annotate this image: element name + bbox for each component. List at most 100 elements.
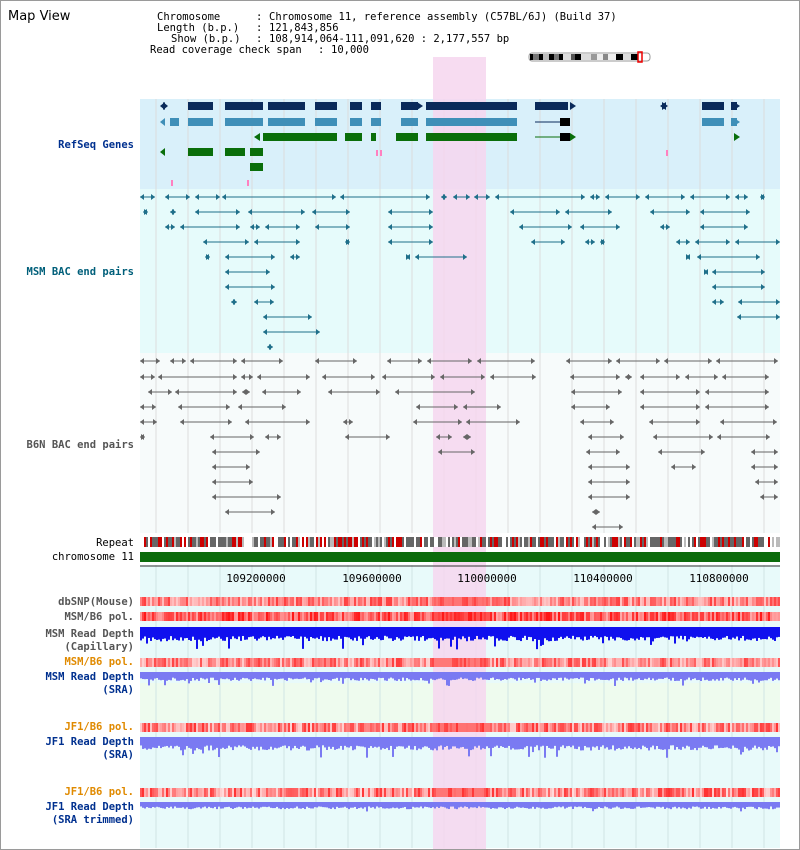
heatmap-cell bbox=[214, 612, 216, 621]
repeat-feature bbox=[352, 537, 354, 547]
heatmap-cell bbox=[514, 612, 516, 621]
heatmap-cell bbox=[732, 788, 734, 797]
bac-end-right bbox=[463, 254, 467, 260]
repeat-feature bbox=[146, 537, 148, 547]
bac-end-left bbox=[737, 314, 741, 320]
read-depth-bar bbox=[592, 802, 594, 812]
heatmap-cell bbox=[270, 612, 272, 621]
repeat-feature bbox=[168, 537, 170, 547]
heatmap-cell bbox=[572, 788, 574, 797]
read-depth-bar bbox=[216, 672, 218, 681]
track-label-jf1-b6-pol-2[interactable]: JF1/B6 pol. bbox=[64, 786, 134, 798]
read-depth-bar bbox=[400, 627, 402, 641]
heatmap-cell bbox=[536, 723, 538, 732]
track-label-refseq[interactable]: RefSeq Genes bbox=[58, 139, 134, 151]
track-label-msm-bac[interactable]: MSM BAC end pairs bbox=[26, 266, 134, 278]
read-depth-bar bbox=[734, 672, 736, 679]
read-depth-bar bbox=[442, 672, 444, 680]
heatmap-cell bbox=[644, 788, 646, 797]
read-depth-bar bbox=[292, 627, 294, 637]
repeat-feature bbox=[216, 537, 218, 547]
heatmap-cell bbox=[412, 788, 414, 797]
bac-end-left bbox=[388, 239, 392, 245]
heatmap-cell bbox=[364, 612, 366, 621]
track-label-msm-depth-capillary[interactable]: MSM Read Depth bbox=[45, 628, 134, 640]
heatmap-cell bbox=[254, 658, 256, 667]
heatmap-cell bbox=[684, 597, 686, 606]
repeat-feature bbox=[706, 537, 708, 547]
heatmap-cell bbox=[482, 597, 484, 606]
bac-end-left bbox=[212, 479, 216, 485]
track-label-repeat[interactable]: Repeat bbox=[96, 537, 134, 549]
repeat-feature bbox=[494, 537, 496, 547]
repeat-feature bbox=[386, 537, 388, 547]
read-depth-bar bbox=[452, 737, 454, 747]
read-depth-bar bbox=[176, 737, 178, 746]
read-depth-bar bbox=[474, 627, 476, 640]
heatmap-cell bbox=[418, 597, 420, 606]
heatmap-cell bbox=[458, 597, 460, 606]
heatmap-cell bbox=[422, 788, 424, 797]
heatmap-cell bbox=[746, 723, 748, 732]
heatmap-cell bbox=[356, 612, 358, 621]
read-depth-bar bbox=[144, 802, 146, 809]
heatmap-cell bbox=[530, 612, 532, 621]
heatmap-cell bbox=[326, 788, 328, 797]
read-depth-bar bbox=[676, 802, 678, 809]
heatmap-cell bbox=[536, 658, 538, 667]
read-depth-bar bbox=[350, 802, 352, 808]
heatmap-cell bbox=[486, 658, 488, 667]
read-depth-bar bbox=[168, 737, 170, 748]
read-depth-bar bbox=[548, 802, 550, 809]
read-depth-bar bbox=[652, 672, 654, 679]
read-depth-bar bbox=[482, 627, 484, 638]
heatmap-cell bbox=[776, 597, 778, 606]
bac-end-right bbox=[182, 358, 186, 364]
heatmap-cell bbox=[182, 723, 184, 732]
read-depth-bar bbox=[742, 802, 744, 808]
read-depth-bar bbox=[388, 737, 390, 751]
read-depth-bar bbox=[274, 802, 276, 809]
heatmap-cell bbox=[432, 658, 434, 667]
read-depth-bar bbox=[716, 802, 718, 809]
page-title: Map View bbox=[8, 9, 71, 24]
track-label-msm-depth-sra[interactable]: MSM Read Depth bbox=[45, 671, 134, 683]
track-label-msm-b6-pol-2[interactable]: MSM/B6 pol. bbox=[64, 656, 134, 668]
track-label-jf1-depth-trimmed[interactable]: JF1 Read Depth bbox=[45, 801, 134, 813]
track-label-jf1-b6-pol-1[interactable]: JF1/B6 pol. bbox=[64, 721, 134, 733]
heatmap-cell bbox=[778, 723, 780, 732]
heatmap-cell bbox=[414, 612, 416, 621]
heatmap-cell bbox=[274, 788, 276, 797]
read-depth-bar bbox=[384, 737, 386, 749]
heatmap-cell bbox=[742, 658, 744, 667]
read-depth-bar bbox=[466, 802, 468, 807]
heatmap-cell bbox=[252, 788, 254, 797]
track-label-msm-b6-pol-1[interactable]: MSM/B6 pol. bbox=[64, 611, 134, 623]
repeat-feature bbox=[230, 537, 232, 547]
heatmap-cell bbox=[148, 612, 150, 621]
read-depth-bar bbox=[452, 672, 454, 680]
read-depth-bar bbox=[548, 737, 550, 748]
bac-end-left bbox=[440, 374, 444, 380]
read-depth-bar bbox=[454, 737, 456, 747]
read-depth-bar bbox=[280, 737, 282, 747]
read-depth-bar bbox=[372, 672, 374, 679]
track-label-b6n-bac[interactable]: B6N BAC end pairs bbox=[26, 439, 134, 451]
track-label-dbsnp[interactable]: dbSNP(Mouse) bbox=[58, 596, 134, 608]
read-depth-bar bbox=[350, 672, 352, 681]
read-depth-bar bbox=[704, 627, 706, 637]
read-depth-bar bbox=[768, 672, 770, 679]
heatmap-cell bbox=[472, 597, 474, 606]
heatmap-cell bbox=[510, 723, 512, 732]
track-label-jf1-depth-sra[interactable]: JF1 Read Depth bbox=[45, 736, 134, 748]
read-depth-bar bbox=[164, 737, 166, 747]
repeat-feature bbox=[578, 537, 580, 547]
heatmap-cell bbox=[544, 788, 546, 797]
heatmap-cell bbox=[396, 612, 398, 621]
heatmap-cell bbox=[534, 658, 536, 667]
heatmap-cell bbox=[616, 658, 618, 667]
read-depth-bar bbox=[494, 802, 496, 809]
read-depth-bar bbox=[616, 627, 618, 638]
read-depth-bar bbox=[434, 627, 436, 640]
